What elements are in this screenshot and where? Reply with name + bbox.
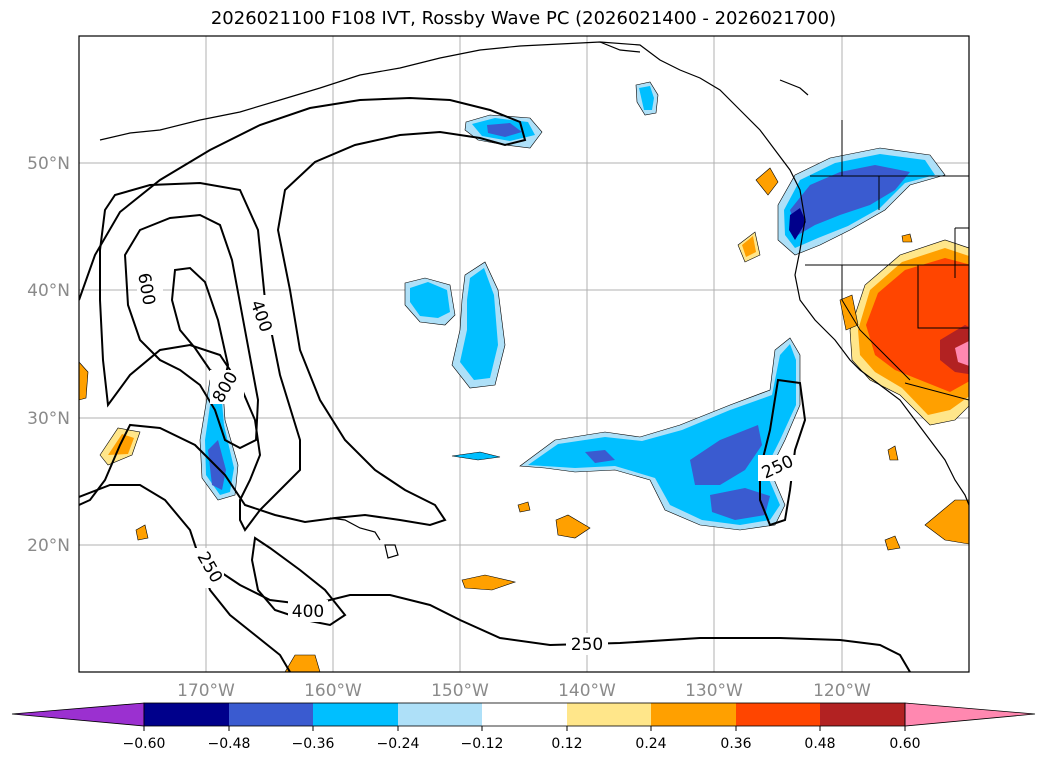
colorbar-seg-3 — [313, 703, 398, 726]
lat-label-20: 20°N — [27, 536, 70, 556]
negative-ivt-anomalies — [199, 81, 946, 531]
colorbar-seg-1 — [144, 703, 229, 726]
blob-pos-small3 — [887, 445, 899, 461]
blob-pos-hi3 — [284, 654, 321, 672]
blob-pos-west-edge — [79, 361, 89, 401]
blob-pnw-darkest — [789, 208, 806, 240]
colorbar-seg-4 — [398, 703, 482, 726]
colorbar-tick-marks — [143, 726, 906, 731]
blob-npac-deep — [487, 123, 522, 137]
contour-600 — [123, 213, 260, 450]
blob-pos-small2 — [135, 524, 149, 541]
lat-label-40: 40°N — [27, 281, 70, 301]
blob-pnw-deep — [790, 165, 910, 235]
colorbar-label-4: −0.12 — [461, 736, 504, 752]
colorbar-seg-9 — [820, 703, 905, 726]
colorbar-label-9: 0.60 — [889, 736, 920, 752]
colorbar: −0.60 −0.48 −0.36 −0.24 −0.12 0.12 0.24 … — [11, 702, 1036, 752]
contour-label-group: 600 400 800 250 400 250 250 — [133, 270, 798, 655]
colorbar-upper-extend — [904, 702, 1036, 727]
colorbar-label-7: 0.36 — [720, 736, 751, 752]
blob-pos-wa — [755, 167, 779, 196]
map-title: 2026021100 F108 IVT, Rossby Wave PC (202… — [210, 8, 837, 29]
contour-400-south — [250, 536, 347, 627]
lon-tick-labels: 170°W 160°W 150°W 140°W 130°W 120°W — [177, 681, 871, 701]
lon-label-120w: 120°W — [813, 681, 871, 701]
contour-400 — [99, 181, 301, 532]
blob-pos-coastal-or-core — [742, 236, 756, 257]
colorbar-label-1: −0.48 — [208, 736, 251, 752]
colorbar-seg-6 — [567, 703, 651, 726]
colorbar-seg-8 — [736, 703, 820, 726]
blob-subtropical-deep2 — [710, 488, 770, 520]
colorbar-label-3: −0.24 — [377, 736, 420, 752]
blob-pos-small1 — [517, 501, 531, 513]
lat-label-30: 30°N — [27, 409, 70, 429]
map-plot-area: 600 400 800 250 400 250 250 — [79, 36, 969, 672]
lon-label-140w: 140°W — [558, 681, 616, 701]
colorbar-label-2: −0.36 — [292, 736, 335, 752]
colorbar-label-8: 0.48 — [804, 736, 835, 752]
contour-250-loop — [759, 378, 807, 527]
contour-label-250-south: 250 — [571, 635, 603, 655]
colorbar-seg-7 — [651, 703, 736, 726]
blob-cpac-stem-core — [460, 268, 498, 380]
colorbar-label-5: 0.12 — [551, 736, 582, 752]
lon-label-130w: 130°W — [685, 681, 743, 701]
lat-tick-labels: 50°N 40°N 30°N 20°N — [27, 154, 70, 556]
blob-subtropical-small — [451, 451, 501, 461]
colorbar-label-6: 0.24 — [635, 736, 666, 752]
blob-pos-small4 — [901, 233, 913, 243]
blob-swus-pink — [955, 341, 969, 366]
blob-subtropical-deep3 — [585, 450, 615, 463]
coastlines — [99, 41, 969, 559]
blob-pos-mex2 — [884, 535, 901, 551]
blob-subtropical-deep1 — [690, 425, 762, 485]
contour-label-400-south: 400 — [292, 602, 324, 622]
lon-label-160w: 160°W — [304, 681, 362, 701]
blob-170w-deep — [208, 440, 226, 490]
colorbar-label-0: −0.60 — [123, 736, 166, 752]
positive-ivt-anomalies — [79, 167, 969, 672]
blob-cpac-west-core — [410, 282, 450, 318]
contour-250-north — [79, 96, 527, 527]
lon-label-170w: 170°W — [177, 681, 235, 701]
blob-pos-mex — [924, 499, 969, 545]
colorbar-seg-2 — [229, 703, 313, 726]
contour-800 — [170, 266, 230, 380]
blob-pos-hi2 — [461, 574, 517, 591]
lat-label-50: 50°N — [27, 154, 70, 174]
colorbar-lower-extend — [11, 702, 145, 727]
colorbar-seg-5 — [482, 703, 567, 726]
blob-pos-hi1 — [555, 514, 591, 539]
political-borders — [805, 120, 969, 401]
blob-alaska-small-core — [639, 86, 654, 110]
plot-frame — [78, 35, 970, 673]
lon-label-150w: 150°W — [431, 681, 489, 701]
blob-subtropical-core — [528, 344, 796, 525]
